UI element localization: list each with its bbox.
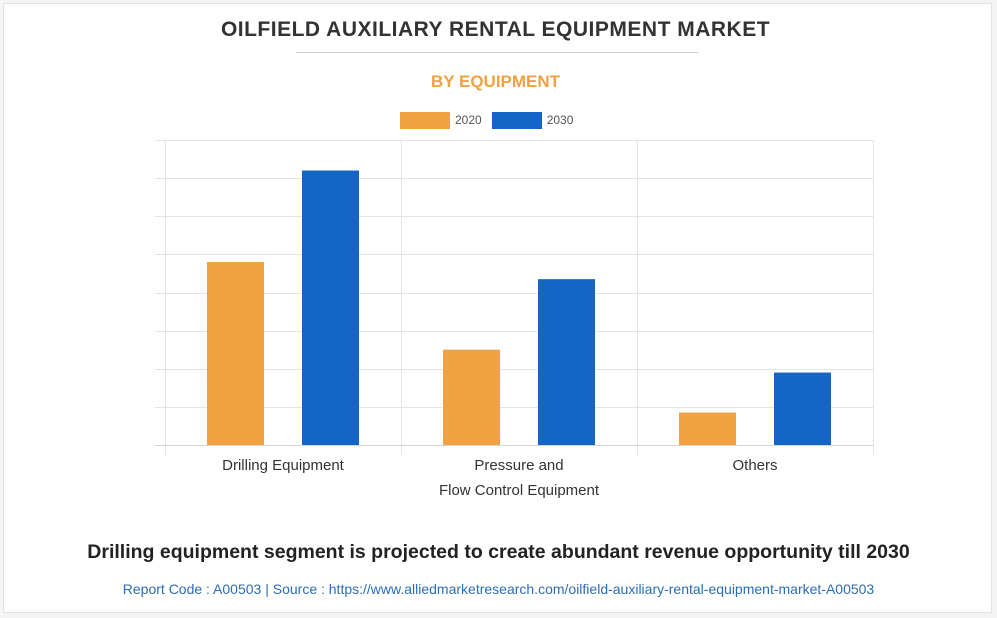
source-footer: Report Code : A00503 | Source : https://… — [122, 581, 875, 597]
bar-2030-others — [774, 372, 831, 445]
chart-title: OILFIELD AUXILIARY RENTAL EQUIPMENT MARK… — [220, 18, 771, 41]
legend: 2020 2030 — [400, 111, 583, 129]
legend-swatch-2020 — [400, 111, 450, 129]
headline-caption: Drilling equipment segment is projected … — [87, 541, 910, 563]
legend-label-2020: 2020 — [455, 113, 482, 127]
bar-2020-pressure-and-flow-control-equipment — [443, 349, 500, 445]
bar-2020-drilling-equipment — [207, 262, 264, 445]
legend-swatch-2030 — [491, 111, 542, 129]
bar-2030-pressure-and-flow-control-equipment — [538, 279, 595, 445]
bar-2020-others — [679, 412, 736, 445]
x-tick-label: Others — [732, 457, 777, 474]
x-tick-label: Flow Control Equipment — [439, 482, 600, 499]
x-tick-label: Pressure and — [474, 457, 563, 474]
legend-item-2020: 2020 — [400, 111, 482, 129]
legend-item-2030: 2030 — [491, 111, 574, 129]
legend-label-2030: 2030 — [546, 113, 574, 127]
x-tick-label: Drilling Equipment — [222, 457, 345, 474]
chart-card — [3, 3, 992, 613]
chart-subtitle: BY EQUIPMENT — [430, 72, 561, 91]
bar-2030-drilling-equipment — [302, 170, 359, 445]
title-divider — [296, 52, 698, 53]
